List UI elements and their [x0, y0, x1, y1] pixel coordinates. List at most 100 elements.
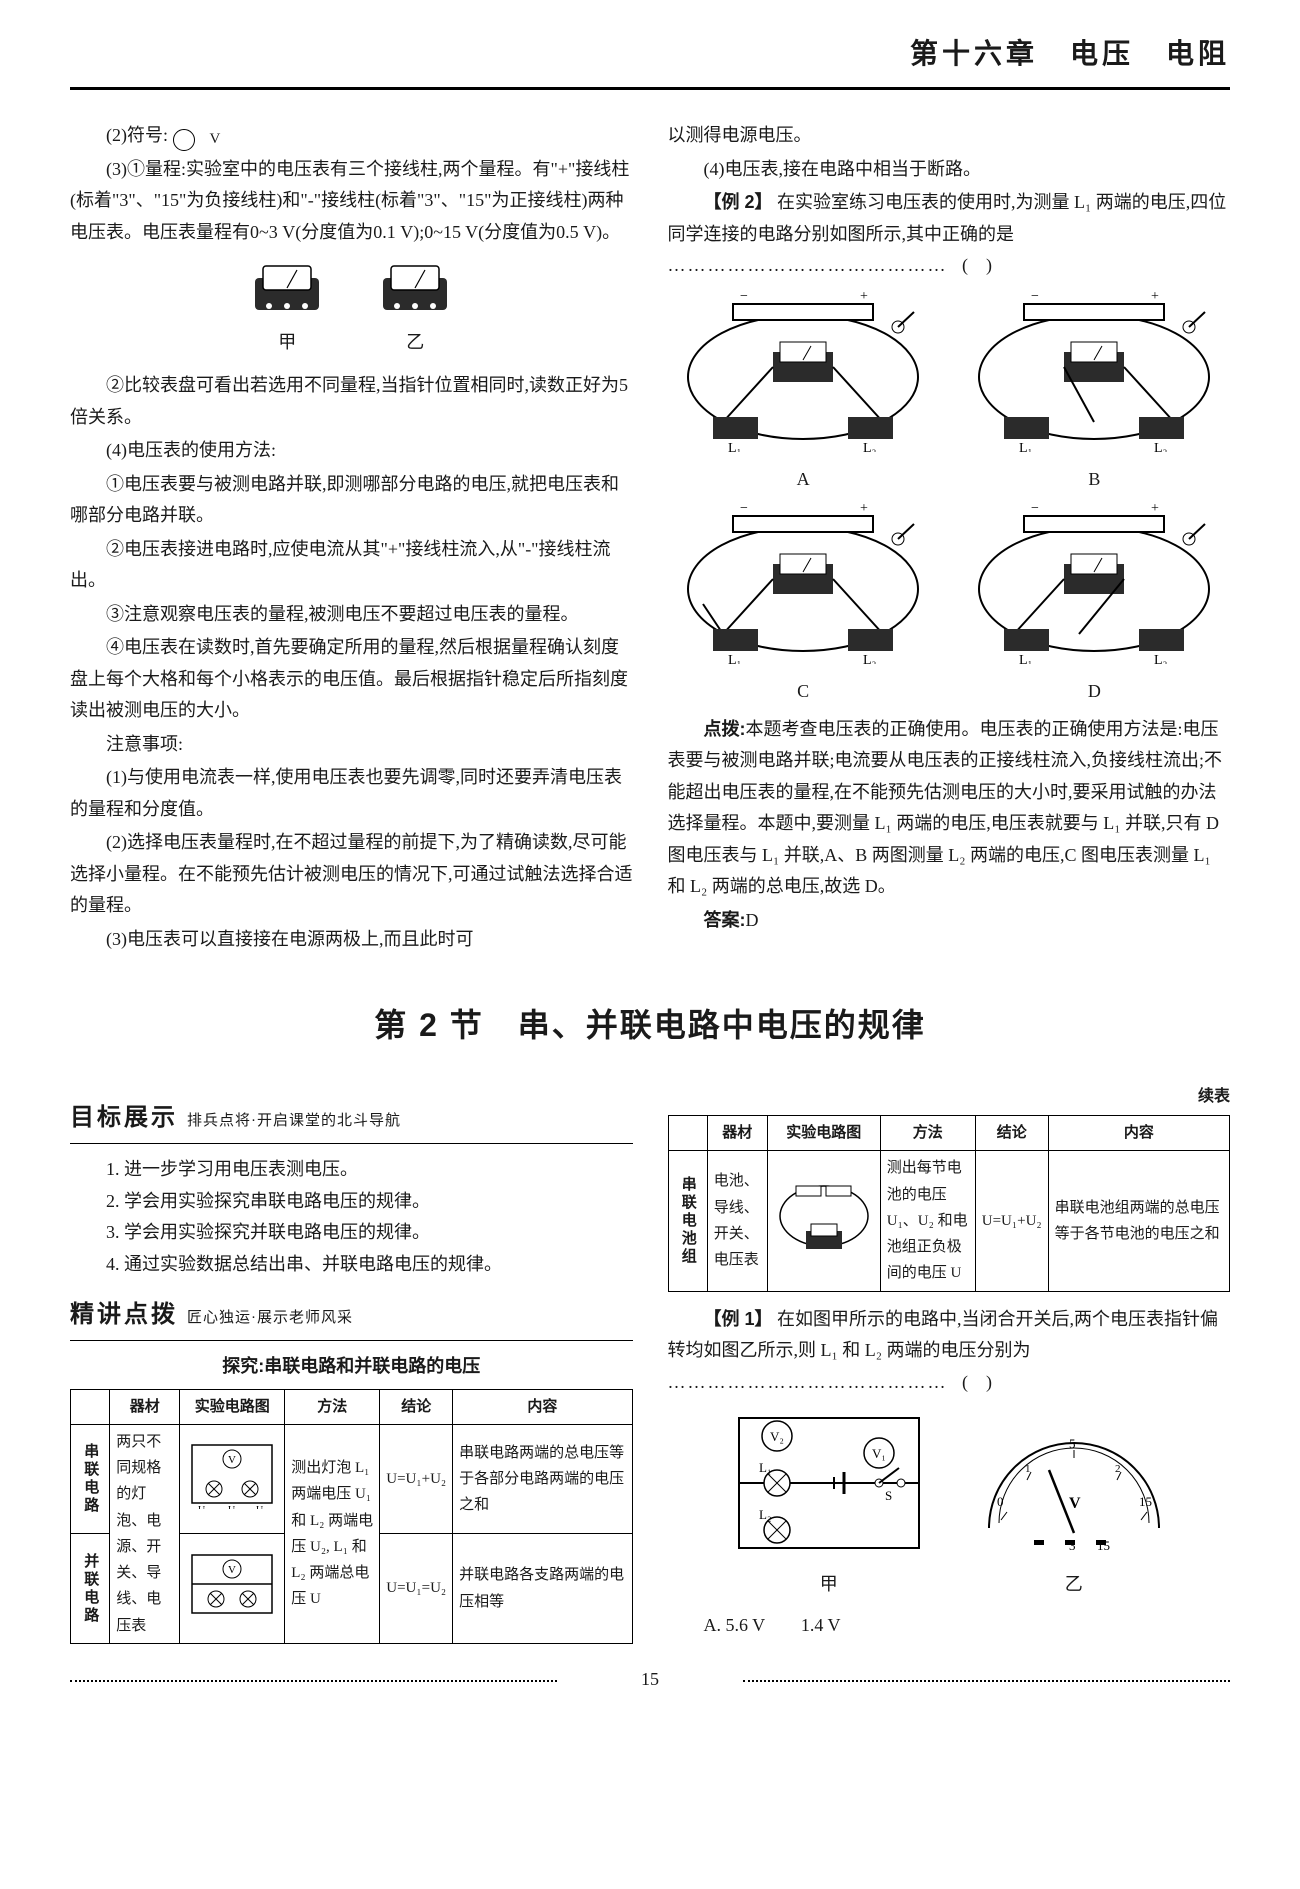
vlabel-battery: 串联电池组 [668, 1151, 707, 1291]
para-cont: 以测得电源电压。 [668, 120, 1231, 152]
fig-a-label: 甲 [729, 1569, 929, 1601]
fig-label-a: 甲 [253, 327, 321, 359]
subhead1-text: 目标展示 [70, 1105, 178, 1131]
svg-text:L₁: L₁ [728, 653, 741, 664]
cell2-diagram [767, 1151, 880, 1291]
text: (2)符号: [106, 125, 168, 145]
label-c: C [668, 676, 939, 708]
voltmeter-fig-a: 甲 [253, 260, 321, 358]
para-n3: (3)电压表可以直接接在电源两极上,而且此时可 [70, 924, 633, 956]
svg-text:L₁: L₁ [759, 1460, 771, 1475]
cell-method: 测出灯泡 L₁ 两端电压 U₁ 和 L₂ 两端电压 U₂, L₁ 和 L₂ 两端… [285, 1424, 380, 1643]
label-d: D [959, 676, 1230, 708]
para-symbol: (2)符号: V [70, 120, 633, 152]
circuit-diagram-icon: −+ L₁L₂ [969, 504, 1219, 664]
label-a: A [668, 464, 939, 496]
svg-text:S: S [885, 1488, 892, 1503]
svg-text:−: − [1031, 292, 1039, 304]
th-diagram: 实验电路图 [180, 1389, 285, 1424]
circuit-options: − + L₁ L₂ A − + [668, 292, 1231, 708]
svg-text:U₁: U₁ [198, 1505, 209, 1509]
th2-method: 方法 [880, 1116, 975, 1151]
ex1-label: 【例 1】 [704, 1309, 773, 1329]
ex1-fig-b: 0515 12 V 315 乙 [979, 1428, 1169, 1600]
circuit-diagram-icon: −+ L₁L₂ [678, 292, 928, 452]
svg-text:5: 5 [1069, 1436, 1076, 1451]
para-u3: ③注意观察电压表的量程,被测电压不要超过电压表的量程。 [70, 599, 633, 631]
para-u4: ④电压表在读数时,首先要确定所用的量程,然后根据量程确认刻度盘上每个大格和每个小… [70, 632, 633, 727]
bottom-left-col: 目标展示 排兵点将·开启课堂的北斗导航 1. 进一步学习用电压表测电压。 2. … [70, 1083, 633, 1644]
voltmeter-fig-b: 乙 [381, 260, 449, 358]
label-b: B [959, 464, 1230, 496]
voltmeter-symbol-icon: V [173, 129, 195, 151]
goal-2: 2. 学会用实验探究串联电路电压的规律。 [70, 1186, 633, 1218]
svg-text:−: − [740, 292, 748, 304]
cell2-concl: U=U₁+U₂ [975, 1151, 1048, 1291]
ex1-figures: V₂ V₁ L₁ L₂ S 甲 [668, 1408, 1231, 1600]
svg-text:L₂: L₂ [759, 1507, 771, 1522]
cell-content-s: 串联电路两端的总电压等于各部分电路两端的电压之和 [453, 1424, 632, 1534]
goal-4: 4. 通过实验数据总结出串、并联电路电压的规律。 [70, 1249, 633, 1281]
para-range: (3)①量程:实验室中的电压表有三个接线柱,两个量程。有"+"接线柱(标着"3"… [70, 154, 633, 249]
svg-text:L₂: L₂ [1154, 441, 1168, 452]
th2-diagram: 实验电路图 [767, 1116, 880, 1151]
parallel-circuit-icon: V [186, 1549, 278, 1619]
cell-equip: 两只不同规格的灯泡、电源、开关、导线、电压表 [110, 1424, 180, 1643]
svg-text:V: V [228, 1564, 236, 1576]
dianbo-text: 本题考查电压表的正确使用。电压表的正确使用方法是:电压表要与被测电路并联;电流要… [668, 719, 1223, 897]
ex2-dots: …………………………………… [668, 255, 948, 275]
bottom-right-col: 续表 器材 实验电路图 方法 结论 内容 串联电池组 电池、导线、开关、电压表 [668, 1083, 1231, 1644]
goal-3: 3. 学会用实验探究并联电路电压的规律。 [70, 1217, 633, 1249]
para-n1: (1)与使用电流表一样,使用电压表也要先调零,同时还要弄清电压表的量程和分度值。 [70, 762, 633, 825]
subhead2-text: 精讲点拨 [70, 1302, 178, 1328]
ex2-label: 【例 2】 [704, 192, 773, 212]
cell-content-p: 并联电路各支路两端的电压相等 [453, 1534, 632, 1644]
svg-text:0: 0 [997, 1494, 1004, 1509]
th-concl: 结论 [380, 1389, 453, 1424]
ex1-opt-a: A. 5.6 V 1.4 V [668, 1610, 1231, 1642]
circuit-a: −+ L₁L₂ A [668, 292, 939, 496]
voltmeter-icon [253, 260, 321, 312]
para-compare: ②比较表盘可看出若选用不同量程,当指针位置相同时,读数正好为5倍关系。 [70, 370, 633, 433]
fig-b-label: 乙 [979, 1569, 1169, 1601]
para-n2: (2)选择电压表量程时,在不超过量程的前提下,为了精确读数,尽可能选择小量程。在… [70, 827, 633, 922]
circuit-c: − + L₁ L₂ C [668, 504, 939, 708]
cell2-content: 串联电池组两端的总电压等于各节电池的电压之和 [1048, 1151, 1229, 1291]
svg-text:+: + [860, 504, 868, 516]
para-u2: ②电压表接进电路时,应使电流从其"+"接线柱流入,从"-"接线柱流出。 [70, 534, 633, 597]
page-root: 第十六章 电压 电阻 (2)符号: V (3)①量程:实验室中的电压表有三个接线… [0, 0, 1300, 1715]
battery-circuit-icon [774, 1176, 874, 1256]
circuit-diagram-icon: − + L₁ L₂ [678, 504, 928, 664]
svg-text:−: − [740, 504, 748, 516]
cell-diagram-series: V U₁UU₂ [180, 1424, 285, 1534]
th-content: 内容 [453, 1389, 632, 1424]
subhead2-rest: 匠心独运·展示老师风采 [187, 1310, 353, 1326]
svg-text:L₂: L₂ [863, 653, 877, 664]
goal-1: 1. 进一步学习用电压表测电压。 [70, 1154, 633, 1186]
svg-text:2: 2 [1115, 1463, 1121, 1475]
cell2-method: 测出每节电池的电压 U₁、U₂ 和电池组正负极间的电压 U [880, 1151, 975, 1291]
answer: 答案:D [668, 905, 1231, 937]
th-method: 方法 [285, 1389, 380, 1424]
subhead-goals: 目标展示 排兵点将·开启课堂的北斗导航 [70, 1097, 633, 1144]
svg-text:+: + [860, 292, 868, 304]
svg-text:+: + [1151, 292, 1159, 304]
svg-text:U: U [228, 1505, 236, 1509]
voltmeter-dial-icon: 0515 12 V 315 [979, 1428, 1169, 1558]
svg-text:+: + [1151, 504, 1159, 516]
vlabel-series: 串联电路 [71, 1424, 110, 1534]
top-columns: (2)符号: V (3)①量程:实验室中的电压表有三个接线柱,两个量程。有"+"… [70, 120, 1230, 957]
th2-equip: 器材 [707, 1116, 767, 1151]
section-title: 第 2 节 串、并联电路中电压的规律 [70, 997, 1230, 1053]
voltmeter-icon [381, 260, 449, 312]
vlabel-parallel: 并联电路 [71, 1534, 110, 1644]
svg-text:V: V [1069, 1495, 1081, 1512]
voltmeter-figures: 甲 乙 [70, 260, 633, 358]
circuit-b: −+ L₁L₂ B [959, 292, 1230, 496]
ex1-dots: …………………………………… [668, 1372, 948, 1392]
circuit-d: −+ L₁L₂ D [959, 504, 1230, 708]
top-right-col: 以测得电源电压。 (4)电压表,接在电路中相当于断路。 【例 2】 在实验室练习… [668, 120, 1231, 957]
ex1-fig-a: V₂ V₁ L₁ L₂ S 甲 [729, 1408, 929, 1600]
continued-label: 续表 [668, 1083, 1231, 1111]
cell-diagram-parallel: V [180, 1534, 285, 1644]
